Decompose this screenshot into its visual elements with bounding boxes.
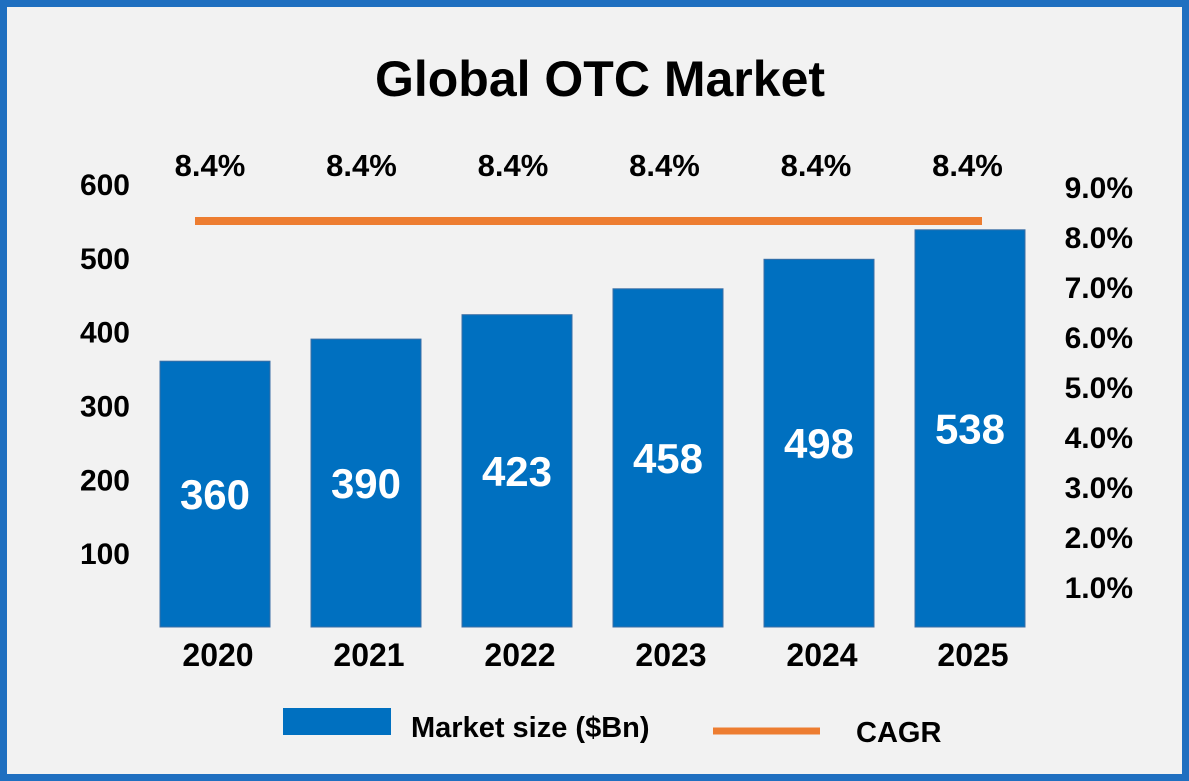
bar bbox=[310, 338, 422, 628]
x-axis-tick-label: 2023 bbox=[635, 637, 706, 673]
bar bbox=[461, 314, 573, 628]
left-axis-tick-label: 200 bbox=[80, 464, 130, 497]
bar bbox=[612, 288, 724, 628]
left-axis-tick-label: 300 bbox=[80, 391, 130, 424]
cagr-value-label: 8.4% bbox=[629, 148, 700, 183]
bar bbox=[763, 258, 875, 628]
bar bbox=[914, 229, 1026, 628]
x-axis-tick-label: 2024 bbox=[786, 637, 857, 673]
legend: Market size ($Bn) CAGR bbox=[283, 708, 941, 749]
left-axis-tick-label: 400 bbox=[80, 317, 130, 350]
legend-bar-label: Market size ($Bn) bbox=[411, 712, 650, 744]
cagr-value-label: 8.4% bbox=[175, 148, 246, 183]
x-axis-tick-label: 2025 bbox=[937, 637, 1008, 673]
right-axis-tick-label: 6.0% bbox=[1065, 322, 1133, 355]
right-axis: 1.0% 2.0% 3.0% 4.0% 5.0% 6.0% 7.0% 8.0% 9.0% bbox=[1065, 172, 1133, 605]
cagr-value-label: 8.4% bbox=[781, 148, 852, 183]
cagr-value-label: 8.4% bbox=[932, 148, 1003, 183]
right-axis-tick-label: 5.0% bbox=[1065, 372, 1133, 405]
right-axis-tick-label: 2.0% bbox=[1065, 522, 1133, 555]
cagr-series: 8.4% 8.4% 8.4% 8.4% 8.4% 8.4% bbox=[175, 148, 1003, 225]
left-axis: 100 200 300 400 500 600 bbox=[80, 169, 130, 571]
cagr-value-label: 8.4% bbox=[326, 148, 397, 183]
left-axis-tick-label: 600 bbox=[80, 169, 130, 202]
legend-line-label: CAGR bbox=[856, 717, 941, 749]
left-axis-tick-label: 500 bbox=[80, 243, 130, 276]
right-axis-tick-label: 4.0% bbox=[1065, 422, 1133, 455]
x-axis-tick-label: 2021 bbox=[333, 637, 404, 673]
bar-value-label: 538 bbox=[935, 405, 1005, 452]
legend-bar-swatch bbox=[283, 708, 391, 735]
bar-value-label: 390 bbox=[331, 460, 401, 507]
x-axis-tick-label: 2022 bbox=[484, 637, 555, 673]
x-axis-tick-label: 2020 bbox=[182, 637, 253, 673]
right-axis-tick-label: 7.0% bbox=[1065, 272, 1133, 305]
bar-series: 360 390 423 458 498 538 bbox=[159, 229, 1026, 628]
bar-value-label: 423 bbox=[482, 448, 552, 495]
left-axis-tick-label: 100 bbox=[80, 538, 130, 571]
bar-value-label: 458 bbox=[633, 435, 703, 482]
right-axis-tick-label: 3.0% bbox=[1065, 472, 1133, 505]
right-axis-tick-label: 1.0% bbox=[1065, 572, 1133, 605]
x-axis: 2020 2021 2022 2023 2024 2025 bbox=[182, 637, 1008, 673]
right-axis-tick-label: 8.0% bbox=[1065, 222, 1133, 255]
bar bbox=[159, 360, 271, 628]
bar-value-label: 360 bbox=[180, 471, 250, 518]
right-axis-tick-label: 9.0% bbox=[1065, 172, 1133, 205]
chart-title: Global OTC Market bbox=[375, 51, 825, 107]
bar-value-label: 498 bbox=[784, 420, 854, 467]
cagr-value-label: 8.4% bbox=[478, 148, 549, 183]
